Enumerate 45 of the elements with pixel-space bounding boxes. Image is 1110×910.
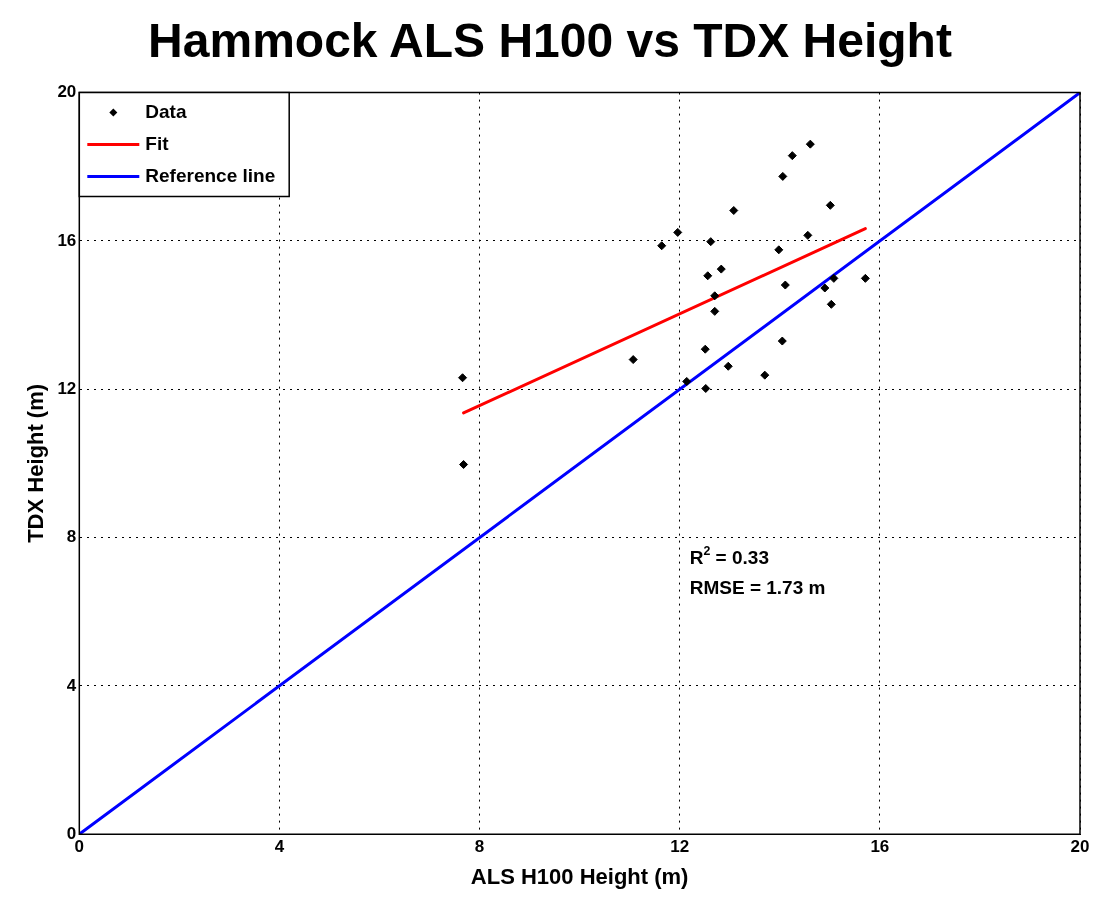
legend-label: Reference line [145,164,276,186]
x-tick-label: 20 [1070,837,1090,857]
point [710,291,720,301]
point [682,376,692,386]
point [805,139,815,149]
point [826,299,836,309]
point [673,227,683,237]
x-tick-label: 16 [870,837,890,857]
point [706,237,716,247]
point [778,171,788,181]
y-axis-title: TDX Height (m) [23,383,49,543]
point [860,273,870,283]
x-axis-title: ALS H100 Height (m) [470,863,689,889]
point [787,151,797,161]
y-tick-label: 4 [66,675,77,695]
point [703,271,713,281]
point [700,344,710,354]
point [820,283,830,293]
x-tick-label: 4 [274,837,285,857]
point [829,273,839,283]
point [657,241,667,251]
point [701,384,711,393]
point [780,280,790,290]
y-tick-label: 12 [57,378,77,398]
legend-label: Fit [145,132,170,154]
y-tick-label: 8 [66,527,77,547]
chart-title: Hammock ALS H100 vs TDX Height [148,14,952,68]
point [803,230,813,240]
point [723,361,733,371]
point [459,460,469,470]
x-tick-label: 12 [670,837,690,857]
point [774,245,784,255]
point [710,306,720,316]
legend-label: Data [145,100,187,122]
point [716,264,726,274]
y-tick-label: 16 [57,230,77,250]
point [729,206,739,216]
annotation: RMSE = 1.73 m [689,576,826,598]
point [628,355,638,365]
point [760,370,770,380]
y-tick-label: 20 [57,82,77,102]
point [458,373,468,383]
point [777,336,787,346]
x-tick-label: 8 [474,837,485,857]
point [825,200,835,210]
